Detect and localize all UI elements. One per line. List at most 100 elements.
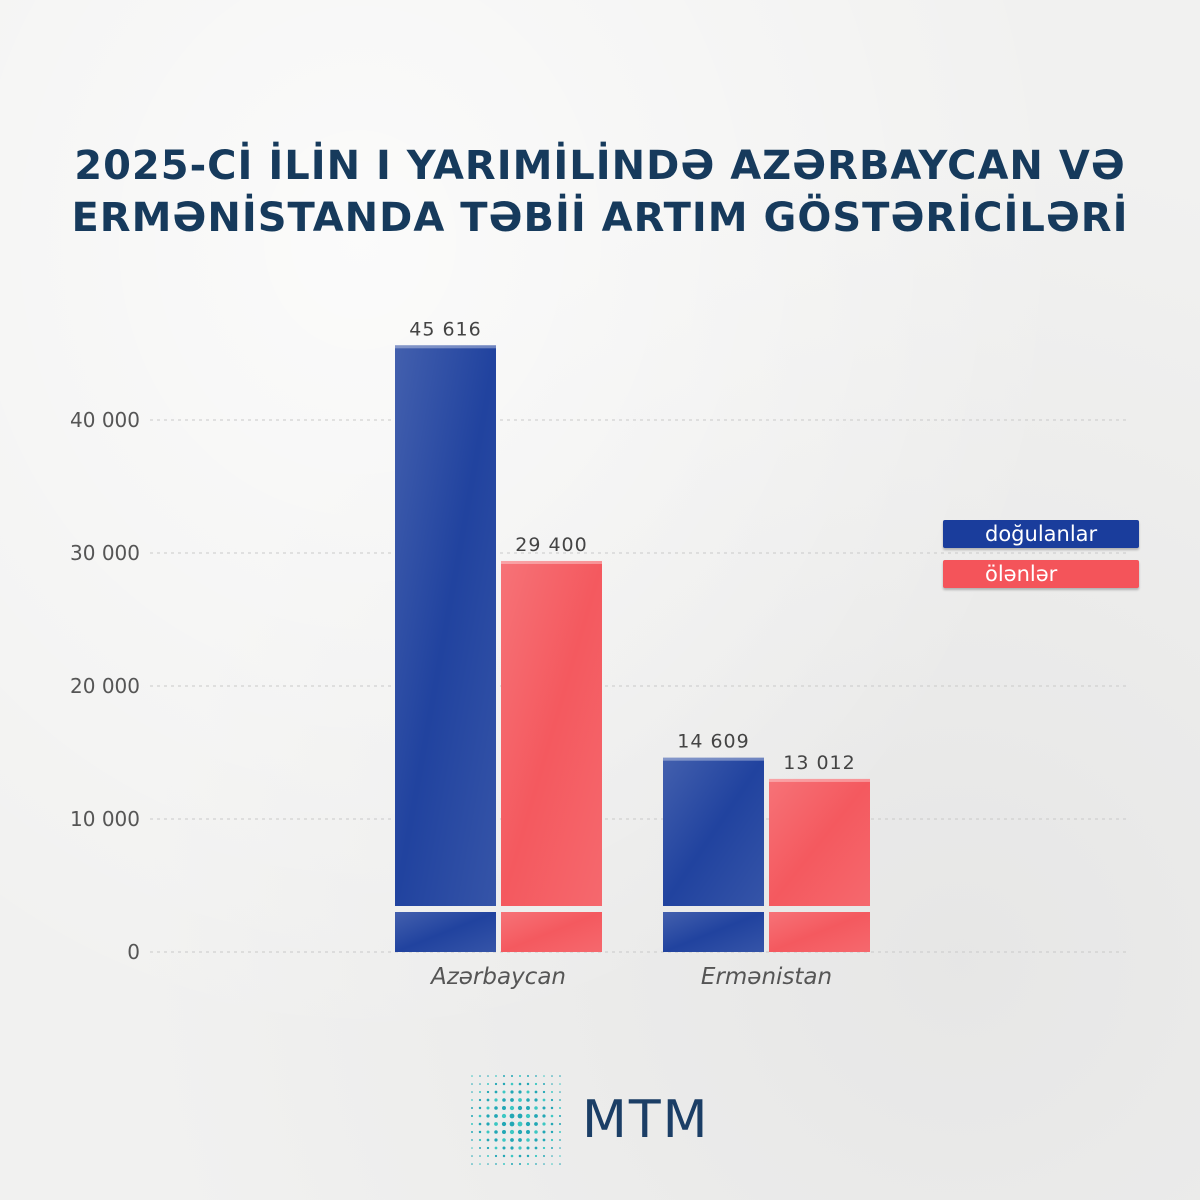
logo-dot (471, 1075, 473, 1077)
logo-dot (494, 1106, 498, 1110)
logo-dot (494, 1130, 498, 1134)
logo-dot (550, 1098, 554, 1102)
y-tick-label: 30 000 (70, 541, 140, 565)
logo-dot (486, 1138, 490, 1142)
logo-dot (502, 1138, 506, 1142)
logo-dot (510, 1098, 514, 1102)
logo-dot (478, 1122, 482, 1126)
logo-dot (502, 1154, 506, 1158)
logo-dot (542, 1114, 546, 1118)
logo-dot (526, 1138, 530, 1142)
bar-highlight (501, 560, 602, 564)
logo-dot (478, 1130, 482, 1134)
logo-dot (487, 1075, 489, 1077)
logo-dot (534, 1090, 538, 1094)
logo-dot (517, 1121, 523, 1127)
logo-dot (542, 1130, 546, 1134)
logo-dot (526, 1090, 530, 1094)
logo-dot (527, 1075, 529, 1077)
logo-dot (471, 1155, 473, 1157)
logo-dot (494, 1146, 498, 1150)
logo-dot (535, 1163, 537, 1165)
logo-dot (510, 1138, 514, 1142)
logo-dot (534, 1130, 538, 1134)
logo-dot (550, 1106, 554, 1110)
logo-dot (486, 1146, 490, 1150)
logo-dot (534, 1138, 538, 1142)
logo-dot (470, 1114, 474, 1118)
logo-dot (558, 1114, 562, 1118)
logo-dot (479, 1155, 481, 1157)
y-tick-label: 20 000 (70, 674, 140, 698)
bar-base-gloss (769, 912, 870, 952)
logo-dot (550, 1130, 554, 1134)
logo-dot (510, 1074, 514, 1078)
logo-dot (486, 1106, 490, 1110)
legend: doğulanlar ölənlər (943, 520, 1139, 600)
logo-dot (487, 1083, 489, 1085)
logo-dot (479, 1083, 481, 1085)
logo-dot (551, 1091, 553, 1093)
logo-dot (502, 1082, 506, 1086)
logo-dot (543, 1075, 545, 1077)
logo-dot (486, 1114, 490, 1118)
logo-dot (518, 1138, 522, 1142)
logo-dot (486, 1098, 490, 1102)
logo-dot (502, 1090, 506, 1094)
logo-dot (518, 1162, 522, 1166)
logo-dot (534, 1106, 538, 1110)
data-label: 29 400 (515, 534, 587, 556)
logo-text: MTM (582, 1090, 710, 1150)
logo-dot (494, 1098, 498, 1102)
logo-dot (542, 1138, 546, 1142)
bar-gloss (769, 778, 870, 906)
data-label: 13 012 (783, 752, 855, 774)
logo-dot (494, 1154, 498, 1158)
logo-dot (478, 1098, 482, 1102)
logo-dot (559, 1075, 561, 1077)
logo-dot (526, 1082, 530, 1086)
logo-dot (550, 1114, 554, 1118)
logo-dot (551, 1155, 553, 1157)
logo-dot (501, 1121, 507, 1127)
mtm-logo: MTM (468, 1072, 768, 1172)
logo-dot (471, 1091, 473, 1093)
logo-dot (494, 1090, 498, 1094)
logo-dot (502, 1130, 506, 1134)
logo-dot (517, 1129, 523, 1135)
logo-dot (542, 1146, 546, 1150)
title-line-1: 2025-Cİ İLİN I YARIMİLİNDƏ AZƏRBAYCAN VƏ (74, 143, 1126, 189)
logo-dot (534, 1098, 538, 1102)
logo-dot (510, 1162, 514, 1166)
logo-dot (542, 1098, 546, 1102)
logo-dot (526, 1130, 530, 1134)
logo-dot (525, 1121, 531, 1127)
logo-dot (550, 1122, 554, 1126)
legend-item-deaths: ölənlər (943, 560, 1139, 588)
logo-dot (559, 1131, 561, 1133)
logo-dot (559, 1099, 561, 1101)
logo-dot (510, 1154, 514, 1158)
logo-dot (509, 1105, 515, 1111)
logo-dot (478, 1114, 482, 1118)
logo-dot (486, 1122, 490, 1126)
logo-dot (559, 1155, 561, 1157)
logo-dot (487, 1155, 489, 1157)
logo-dot (559, 1083, 561, 1085)
logo-dot (471, 1139, 473, 1141)
logo-dot (526, 1106, 530, 1110)
logo-dot (479, 1075, 481, 1077)
logo-dot (527, 1163, 529, 1165)
bar-gloss (501, 560, 602, 906)
logo-dot (509, 1113, 515, 1119)
data-label: 45 616 (409, 318, 481, 340)
logo-dot (551, 1163, 553, 1165)
logo-dot (471, 1083, 473, 1085)
logo-dot (559, 1139, 561, 1141)
logo-dot (495, 1075, 497, 1077)
logo-dot (518, 1074, 522, 1078)
logo-dot (518, 1082, 522, 1086)
logo-dot (534, 1082, 538, 1086)
logo-dot (550, 1138, 554, 1142)
